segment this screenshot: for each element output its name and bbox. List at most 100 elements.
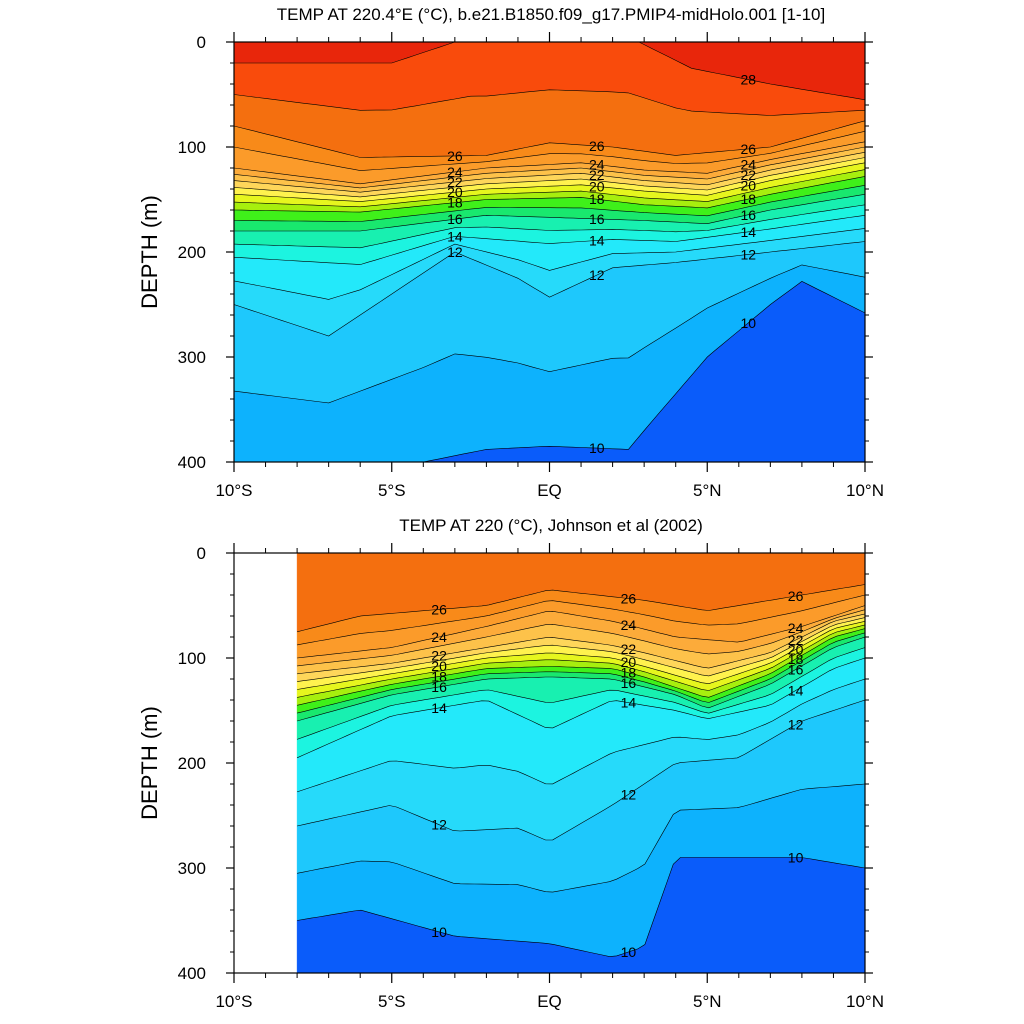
- contour-line: [234, 264, 865, 404]
- contour-label: 16: [447, 211, 463, 227]
- contour-label: 28: [741, 72, 757, 88]
- contour-label: 12: [431, 817, 447, 833]
- contour-line: [297, 624, 865, 698]
- contour-label: 14: [589, 232, 605, 248]
- contour-label: 20: [447, 184, 463, 200]
- contour-line: [296, 657, 865, 759]
- contour-label: 18: [431, 668, 447, 684]
- contour-label: 18: [589, 191, 605, 207]
- y-tick-label: 0: [197, 33, 206, 52]
- x-tick-label: 5°N: [693, 992, 722, 1011]
- contour-label: 16: [431, 679, 447, 695]
- chart-title: TEMP AT 220 (°C), Johnson et al (2002): [399, 516, 703, 535]
- contour-label: 20: [431, 658, 447, 674]
- contour-label: 22: [741, 167, 757, 183]
- x-tick-label: 5°N: [693, 481, 722, 500]
- contour-lines: [296, 584, 865, 957]
- x-tick-label: EQ: [537, 481, 562, 500]
- contour-label: 24: [621, 617, 637, 633]
- contour-label: 24: [741, 156, 757, 172]
- contour-line: [234, 146, 865, 189]
- contour-label: 14: [447, 228, 463, 244]
- y-axis-label: DEPTH (m): [137, 706, 162, 820]
- y-tick-label: 400: [178, 453, 206, 472]
- chart-title: TEMP AT 220.4°E (°C), b.e21.B1850.f09_g1…: [277, 5, 825, 24]
- contour-line: [297, 617, 865, 682]
- contour-label: 26: [788, 588, 804, 604]
- contour-label: 18: [741, 191, 757, 207]
- x-tick-label: 10°S: [215, 992, 252, 1011]
- contour-line: [297, 857, 865, 957]
- contour-line: [297, 783, 865, 893]
- y-tick-label: 200: [178, 243, 206, 262]
- contour-line: [297, 584, 865, 633]
- contour-label: 22: [589, 167, 605, 183]
- contour-line: [234, 228, 865, 300]
- contour-line: [234, 241, 865, 337]
- contour-label: 16: [741, 207, 757, 223]
- y-tick-label: 100: [178, 649, 206, 668]
- y-tick-label: 100: [178, 138, 206, 157]
- contour-line: [234, 157, 865, 198]
- x-axis: 10°S 5°S EQ 5°N 10°N: [215, 543, 884, 1011]
- y-tick-label: 300: [178, 348, 206, 367]
- contour-label: 12: [741, 247, 757, 263]
- y-tick-label: 300: [178, 859, 206, 878]
- contour-label: 18: [621, 665, 637, 681]
- y-tick-label: 400: [178, 964, 206, 983]
- y-axis: 0 100 200 300 400: [178, 544, 873, 983]
- contour-label: 10: [621, 944, 637, 960]
- contour-label: 26: [589, 138, 605, 154]
- contour-line: [297, 678, 865, 793]
- plot-area: [296, 553, 865, 973]
- contour-line: [234, 141, 865, 185]
- contour-line: [234, 169, 865, 208]
- contour-label: 26: [621, 591, 637, 607]
- contour-label: 10: [741, 315, 757, 331]
- contour-line: [234, 176, 865, 213]
- contour-line: [234, 152, 865, 193]
- contour-line: [234, 162, 865, 202]
- contour-label: 12: [788, 717, 804, 733]
- contour-label: 24: [447, 164, 463, 180]
- x-tick-label: 10°N: [846, 992, 884, 1011]
- contour-line: [297, 594, 865, 646]
- contour-label: 24: [431, 629, 447, 645]
- contour-label: 12: [621, 787, 637, 803]
- contour-label: 10: [431, 924, 447, 940]
- contour-label: 14: [788, 683, 804, 699]
- contour-label: 16: [788, 662, 804, 678]
- x-tick-label: 5°S: [378, 992, 406, 1011]
- plot-area: [234, 42, 865, 462]
- contour-label: 22: [788, 632, 804, 648]
- contour-label: 26: [741, 141, 757, 157]
- contour-label: 24: [788, 620, 804, 636]
- contour-line: [234, 204, 865, 249]
- contour-label: 18: [447, 195, 463, 211]
- contour-line: [297, 632, 865, 714]
- y-tick-label: 200: [178, 754, 206, 773]
- contour-label: 14: [741, 224, 757, 240]
- x-tick-label: EQ: [537, 992, 562, 1011]
- x-tick-label: 10°N: [846, 481, 884, 500]
- contour-label: 12: [589, 267, 605, 283]
- contour-line: [297, 605, 865, 659]
- y-axis: 0 100 200 300 400: [178, 33, 873, 472]
- contour-line: [296, 647, 865, 740]
- contour-label: 20: [621, 654, 637, 670]
- panel-model: TEMP AT 220.4°E (°C), b.e21.B1850.f09_g1…: [137, 5, 884, 500]
- contour-label: 20: [589, 178, 605, 194]
- contour-line: [234, 89, 865, 116]
- contour-label: 18: [788, 651, 804, 667]
- contour-line: [297, 621, 865, 690]
- contour-line: [297, 628, 865, 706]
- contour-line: [297, 699, 865, 841]
- x-tick-label: 5°S: [378, 481, 406, 500]
- contour-line: [234, 120, 865, 158]
- contour-label: 26: [431, 601, 447, 617]
- contour-lines: [234, 42, 865, 462]
- contour-line: [234, 194, 865, 232]
